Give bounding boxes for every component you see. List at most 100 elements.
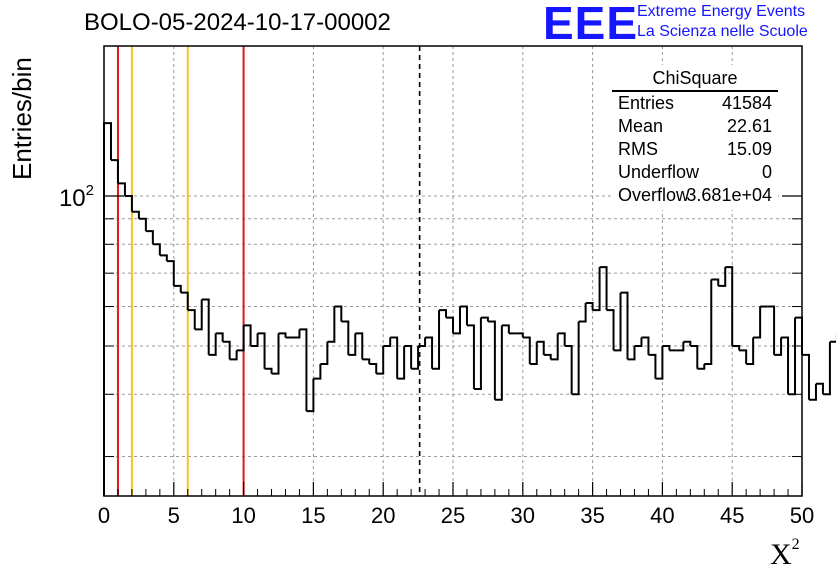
histogram-bin [439, 309, 448, 318]
histogram-bin [397, 346, 406, 380]
histogram-bin [180, 291, 189, 311]
histogram-bin [641, 336, 650, 355]
histogram-bin [522, 336, 531, 365]
histogram-bin [634, 337, 643, 347]
histogram [103, 122, 836, 496]
histogram-bin [662, 345, 671, 351]
stats-row-mean: Mean 22.61 [618, 116, 772, 138]
histogram-bin [383, 337, 392, 347]
histogram-bin [822, 341, 831, 396]
histogram-bin [802, 353, 810, 400]
x-tick-label: 0 [98, 503, 110, 528]
stats-value: 22.61 [726, 116, 772, 136]
histogram-bin [446, 316, 454, 334]
histogram-bin [711, 278, 720, 286]
chart-title: BOLO-05-2024-10-17-00002 [84, 9, 391, 36]
histogram-bin [159, 254, 168, 262]
histogram-bin [767, 305, 776, 355]
histogram-bin [473, 317, 482, 390]
histogram-bin [292, 329, 301, 339]
histogram-bin [362, 358, 371, 365]
axis-tick-labels: 0 5 10 15 20 25 30 35 40 45 50 102 [59, 182, 814, 528]
x-axis-label: X2 [770, 536, 800, 572]
histogram-bin [278, 332, 287, 338]
histogram-bin [543, 353, 552, 360]
histogram-bin [250, 333, 259, 347]
histogram-bin [341, 320, 350, 355]
histogram-bin [404, 345, 413, 369]
stats-row-entries: Entries 41584 [618, 93, 772, 115]
histogram-bin [138, 217, 147, 232]
histogram-bin [585, 301, 594, 311]
histogram-bin [376, 346, 385, 375]
histogram-bin [620, 291, 629, 360]
histogram-bin [369, 363, 378, 374]
histogram-bin [815, 382, 824, 395]
x-tick-label: 10 [231, 503, 255, 528]
histogram-bin [166, 260, 175, 286]
x-axis-label-base: X [770, 538, 792, 571]
histogram-bin [564, 345, 573, 395]
stats-title: ChiSquare [652, 68, 738, 88]
grid [104, 46, 802, 496]
histogram-bin [550, 333, 559, 361]
histogram-bin [453, 306, 461, 335]
histogram-bin [201, 298, 210, 355]
histogram-bin [264, 367, 273, 374]
histogram-bin [739, 349, 748, 365]
histogram-bin [788, 317, 797, 396]
histogram-bin [243, 324, 252, 346]
histogram-bin [103, 122, 112, 496]
stats-value: 3.681e+04 [686, 185, 772, 205]
x-axis-label-superscript: 2 [791, 536, 800, 553]
histogram-bin [110, 159, 119, 184]
stats-row-rms: RMS 15.09 [618, 139, 772, 161]
histogram-bin [704, 279, 713, 366]
stats-key: RMS [618, 139, 658, 159]
histogram-bin [215, 332, 224, 342]
histogram-bin [466, 324, 475, 389]
logo-line-1: Extreme Energy Events [637, 3, 806, 20]
histogram-bin [725, 266, 734, 346]
histogram-bin [655, 346, 664, 380]
histogram-bin [627, 346, 636, 361]
eee-logo: EEE [543, 0, 639, 49]
stats-row-underflow: Underflow 0 [618, 162, 772, 184]
histogram-bin [648, 353, 657, 379]
stats-box: ChiSquare Entries 41584 Mean 22.61 RMS 15.0… [612, 65, 778, 210]
stats-key: Entries [618, 93, 675, 113]
histogram-bin [808, 383, 817, 401]
histogram-bin [131, 210, 140, 219]
histogram-bin [222, 340, 231, 360]
histogram-bin [152, 243, 161, 256]
histogram-bin [208, 333, 217, 356]
logo-line-2: La Scienza nelle Scuole [637, 23, 808, 40]
histogram-bin [194, 299, 203, 331]
x-tick-label: 30 [511, 503, 535, 528]
histogram-bin [411, 346, 420, 370]
x-tick-label: 15 [301, 503, 325, 528]
plot-frame [103, 45, 803, 497]
histogram-bin [606, 309, 615, 351]
histogram-bin [690, 345, 699, 369]
histogram-bin [117, 182, 126, 196]
stats-value: 15.09 [726, 139, 772, 159]
histogram-bin [480, 316, 489, 322]
histogram-bin [236, 325, 245, 352]
histogram-bin [515, 332, 524, 338]
histogram-bin [432, 310, 441, 370]
histogram-bin [390, 336, 399, 379]
reference-lines [116, 46, 421, 496]
histogram-bin [459, 305, 468, 326]
histogram-bin [613, 292, 622, 352]
stats-row-overflow: Overflow 3.681e+04 [618, 185, 772, 207]
histogram-bin [487, 320, 496, 400]
stats-key: Underflow [618, 162, 700, 182]
x-tick-label: 25 [441, 503, 465, 528]
histogram-bin [313, 364, 322, 380]
histogram-bin [592, 267, 601, 312]
histogram-bin [795, 316, 803, 355]
histogram-bin [229, 350, 238, 361]
